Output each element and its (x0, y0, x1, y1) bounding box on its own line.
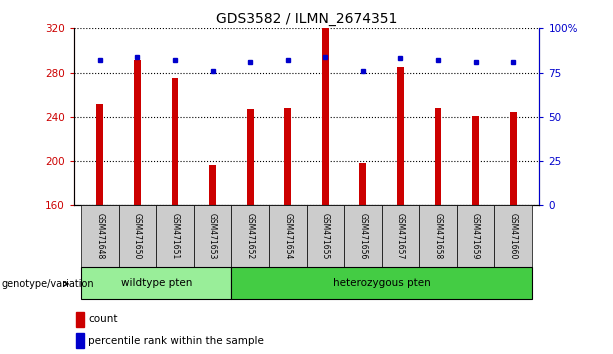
Text: count: count (88, 314, 118, 325)
Bar (397, 67, 404, 205)
Bar (435, 108, 441, 205)
Text: GSM471655: GSM471655 (321, 213, 330, 259)
Bar (306, 205, 344, 267)
Bar (231, 267, 532, 299)
Bar (76, 312, 84, 327)
Bar (284, 108, 291, 205)
Text: GSM471654: GSM471654 (283, 213, 292, 259)
Bar (172, 78, 178, 205)
Text: GSM471660: GSM471660 (509, 213, 517, 259)
Text: genotype/variation: genotype/variation (2, 279, 94, 289)
Bar (96, 104, 103, 205)
Bar (322, 28, 329, 205)
Bar (494, 205, 532, 267)
Bar (247, 109, 254, 205)
Text: GSM471656: GSM471656 (359, 213, 367, 259)
Bar (231, 205, 269, 267)
Text: GSM471658: GSM471658 (433, 213, 443, 259)
Bar (76, 333, 84, 348)
Text: GDS3582 / ILMN_2674351: GDS3582 / ILMN_2674351 (216, 12, 397, 27)
Bar (472, 116, 479, 205)
Bar (382, 205, 419, 267)
Text: GSM471651: GSM471651 (170, 213, 180, 259)
Text: GSM471650: GSM471650 (133, 213, 142, 259)
Bar (81, 267, 231, 299)
Text: percentile rank within the sample: percentile rank within the sample (88, 336, 264, 346)
Text: GSM471659: GSM471659 (471, 213, 480, 259)
Text: wildtype pten: wildtype pten (121, 278, 192, 288)
Bar (119, 205, 156, 267)
Bar (359, 163, 366, 205)
Bar (134, 61, 141, 205)
Text: GSM471648: GSM471648 (96, 213, 104, 259)
Bar (344, 205, 382, 267)
Bar (457, 205, 494, 267)
Bar (81, 205, 119, 267)
Bar (194, 205, 231, 267)
Bar (269, 205, 306, 267)
Bar (510, 113, 517, 205)
Bar (419, 205, 457, 267)
Text: GSM471653: GSM471653 (208, 213, 217, 259)
Bar (156, 205, 194, 267)
Text: heterozygous pten: heterozygous pten (333, 278, 430, 288)
Bar (209, 166, 216, 205)
Text: GSM471652: GSM471652 (246, 213, 254, 259)
Text: GSM471657: GSM471657 (396, 213, 405, 259)
